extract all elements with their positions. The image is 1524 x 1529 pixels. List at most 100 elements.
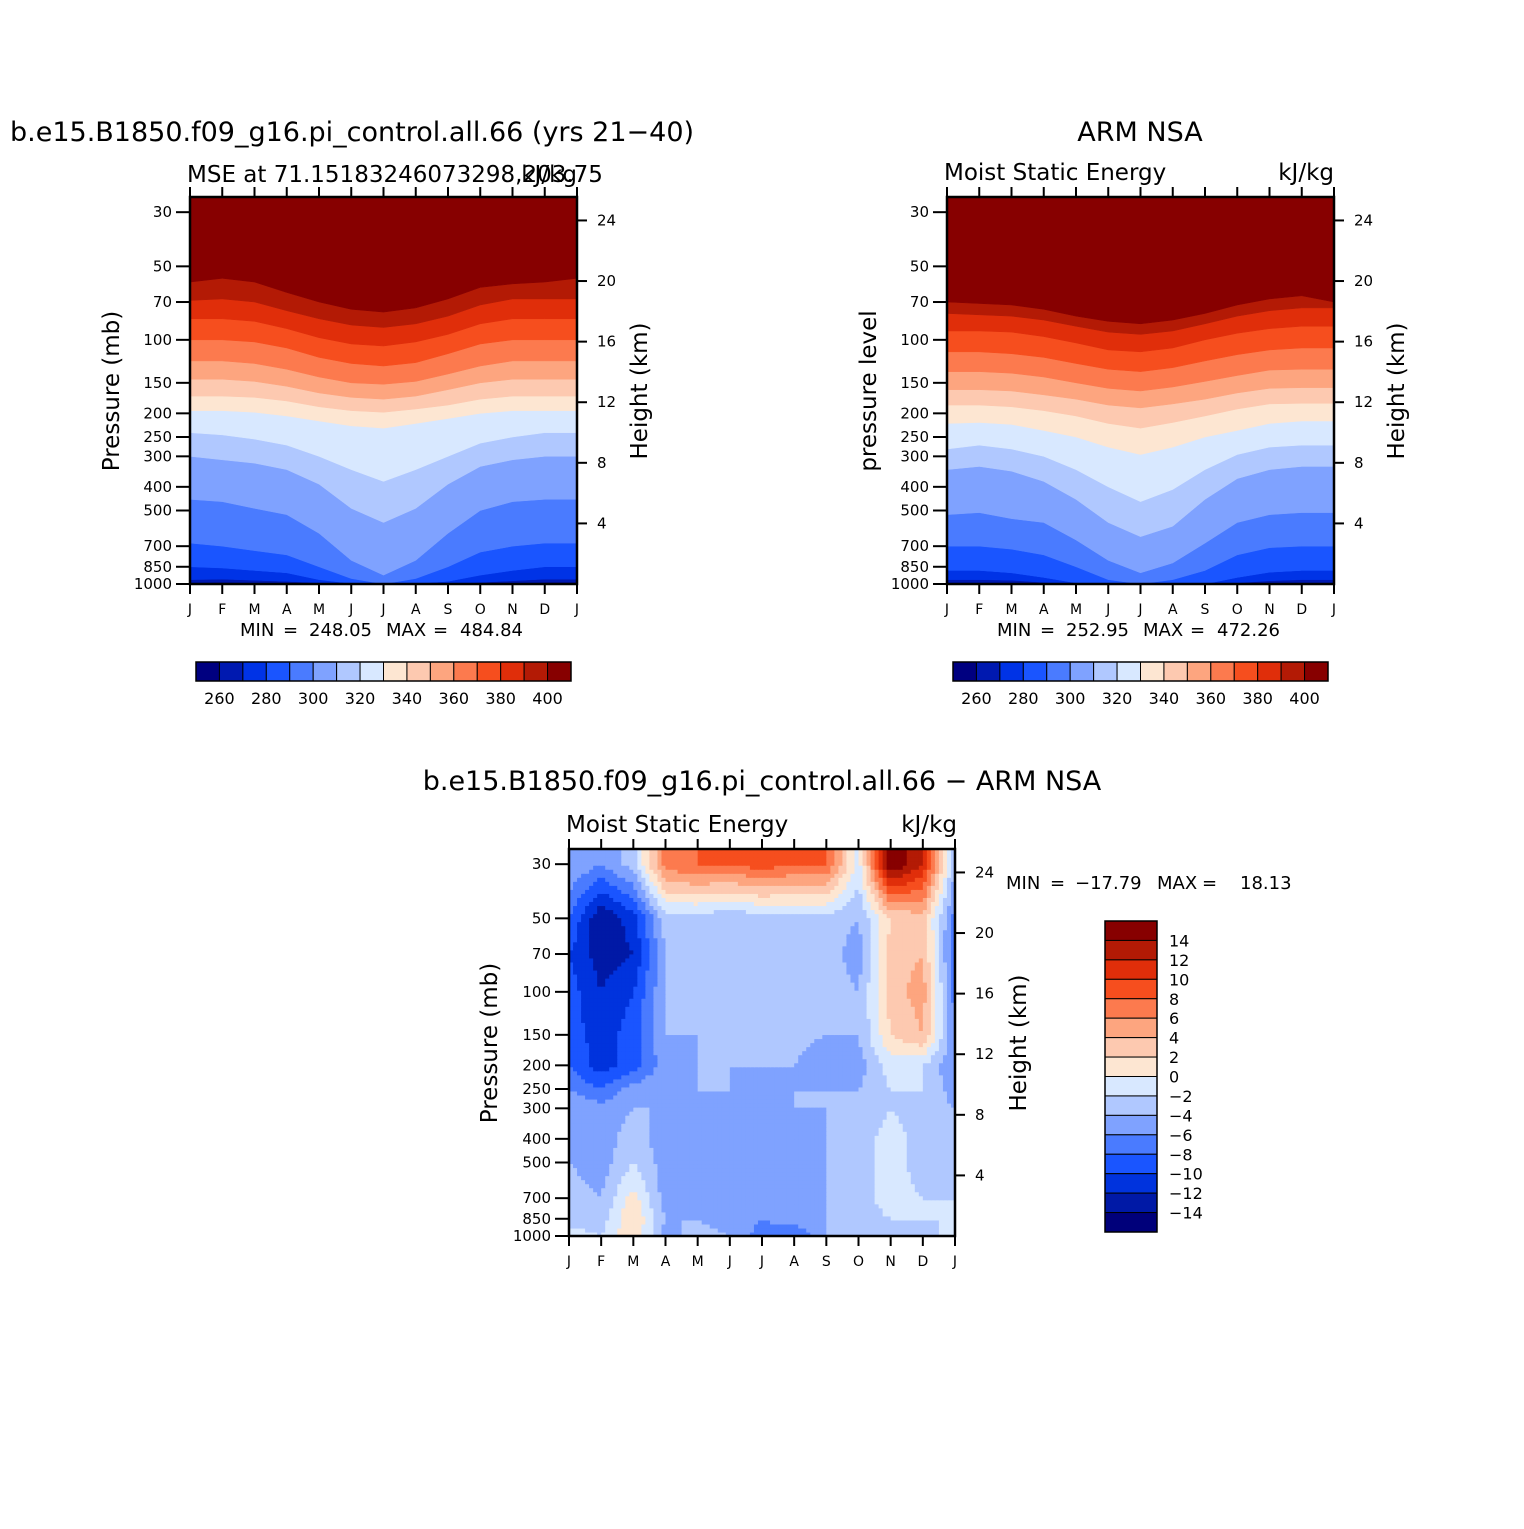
- panel-2-min-label: MIN: [997, 620, 1031, 641]
- panel-3-cell: [730, 1051, 735, 1056]
- panel-3-cell: [702, 1071, 707, 1076]
- panel-3-cell: [682, 1200, 687, 1205]
- panel-3-cell: [597, 1196, 602, 1201]
- panel-3-cell: [694, 1055, 699, 1060]
- panel-3-cell: [637, 1103, 642, 1108]
- panel-3-cell: [903, 1192, 908, 1197]
- panel-3-cell: [919, 1038, 924, 1043]
- panel-3-cell: [754, 1176, 759, 1181]
- panel-3-cell: [790, 1123, 795, 1128]
- panel-3-cell: [947, 1147, 952, 1152]
- panel-3-cell: [871, 1212, 876, 1217]
- panel-3-cell: [649, 1200, 654, 1205]
- panel-3-cell: [577, 1228, 582, 1233]
- panel-3-cell: [633, 1095, 638, 1100]
- panel-3-cell: [810, 1079, 815, 1084]
- panel-3-cell: [762, 1047, 767, 1052]
- panel-3-cell: [690, 1095, 695, 1100]
- panel-3-cell: [657, 1079, 662, 1084]
- panel-3-cell: [879, 1107, 884, 1112]
- panel-3-cell: [806, 1091, 811, 1096]
- panel-3-cell: [666, 1220, 671, 1225]
- panel-3-cell: [734, 1200, 739, 1205]
- panel-3-cell: [726, 1095, 731, 1100]
- panel-3-cell: [653, 1135, 658, 1140]
- panel-3-cell: [887, 1059, 892, 1064]
- panel-3-cell: [842, 1099, 847, 1104]
- panel-3-cell: [621, 1083, 626, 1088]
- panel-3-cell: [927, 1196, 932, 1201]
- panel-3-cell: [674, 1143, 679, 1148]
- panel-3-cell: [838, 1115, 843, 1120]
- panel-3-cell: [746, 1212, 751, 1217]
- panel-3-cell: [645, 1212, 650, 1217]
- panel-3-cell: [915, 1172, 920, 1177]
- panel-3-cell: [903, 1099, 908, 1104]
- panel-3-cell: [702, 1095, 707, 1100]
- panel-3-cell: [714, 1172, 719, 1177]
- panel-3-cell: [585, 1204, 590, 1209]
- panel-3-cell: [625, 1091, 630, 1096]
- panel-3-cell: [734, 1196, 739, 1201]
- panel-3-cell: [629, 1224, 634, 1229]
- panel-3-cell: [806, 1071, 811, 1076]
- panel-3-cell: [706, 1220, 711, 1225]
- panel-3-cell: [794, 1200, 799, 1205]
- panel-3-cell: [597, 1163, 602, 1168]
- panel-3-cell: [633, 1111, 638, 1116]
- panel-3-cell: [762, 1095, 767, 1100]
- panel-3-cell: [718, 1159, 723, 1164]
- panel-3-cell: [919, 1055, 924, 1060]
- panel-3-cell: [830, 1123, 835, 1128]
- panel-3-cell: [698, 1188, 703, 1193]
- panel-3-cell: [637, 1083, 642, 1088]
- panel-3-cell: [854, 1067, 859, 1072]
- panel-3-cell: [690, 1139, 695, 1144]
- panel-3-cell: [577, 1192, 582, 1197]
- panel-3-cell: [810, 1212, 815, 1217]
- panel-3-cell: [774, 1143, 779, 1148]
- panel-3-cell: [754, 1184, 759, 1189]
- panel-3-cell: [919, 1083, 924, 1088]
- panel-3-cell: [887, 1075, 892, 1080]
- panel-3-cell: [854, 1038, 859, 1043]
- panel-3-cell: [674, 1119, 679, 1124]
- panel-3-cell: [850, 1167, 855, 1172]
- panel-3-cell: [762, 1176, 767, 1181]
- panel-3-cell: [911, 1083, 916, 1088]
- panel-3-cell: [814, 1107, 819, 1112]
- panel-3-cell: [770, 1083, 775, 1088]
- panel-3-cell: [657, 1212, 662, 1217]
- panel-3-cell: [923, 1127, 928, 1132]
- panel-3-cell: [605, 1131, 610, 1136]
- panel-3-cell: [710, 1224, 715, 1229]
- panel-3-cell: [674, 1047, 679, 1052]
- panel-3-cell: [718, 1047, 723, 1052]
- panel-3-cell: [895, 1220, 900, 1225]
- panel-3-cell: [859, 1143, 864, 1148]
- panel-3-cell: [617, 1051, 622, 1056]
- panel-3-cell: [577, 1196, 582, 1201]
- panel-3-cell: [774, 1188, 779, 1193]
- panel-3-cell: [730, 1228, 735, 1233]
- panel-3-cell: [670, 1099, 675, 1104]
- panel-3-cell: [649, 1055, 654, 1060]
- panel-3-cell: [838, 1224, 843, 1229]
- panel-3-cell: [573, 1196, 578, 1201]
- panel-3-cell: [609, 1119, 614, 1124]
- panel-3-cell: [682, 1155, 687, 1160]
- panel-3-cell: [585, 1095, 590, 1100]
- panel-1-colorbar-box: [337, 662, 360, 681]
- panel-3-cell: [742, 1135, 747, 1140]
- panel-3-cell: [609, 1176, 614, 1181]
- panel-3-cell: [609, 1043, 614, 1048]
- panel-3-cell: [927, 1184, 932, 1189]
- panel-3-cell: [790, 1139, 795, 1144]
- panel-1-max-value: 484.84: [460, 620, 523, 641]
- panel-3-cell: [694, 1087, 699, 1092]
- panel-3-cell: [605, 1180, 610, 1185]
- panel-3-cell: [814, 1200, 819, 1205]
- panel-3-cell: [734, 1216, 739, 1221]
- panel-3-cell: [666, 1176, 671, 1181]
- panel-3-cell: [806, 1075, 811, 1080]
